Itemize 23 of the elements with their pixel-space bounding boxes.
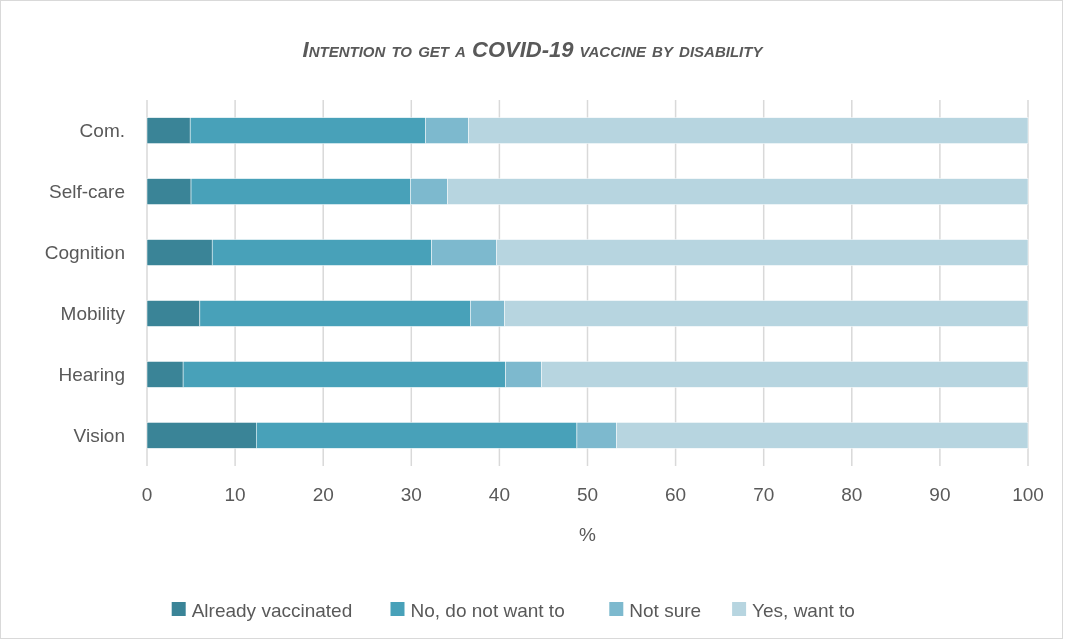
x-tick-label: 50 (576, 484, 599, 505)
legend-label: Already vaccinated (191, 599, 353, 621)
y-tick-label: Cognition (44, 242, 125, 264)
x-tick-label: 90 (929, 484, 951, 505)
y-tick-label: Mobility (60, 303, 126, 325)
x-tick-label: 20 (312, 484, 334, 505)
y-tick-label: Hearing (58, 364, 125, 386)
y-tick-label: Com. (79, 120, 125, 142)
x-tick-label: 100 (1012, 484, 1044, 505)
y-tick-label: Self-care (48, 181, 125, 203)
x-tick-label: 70 (753, 484, 775, 505)
y-tick-label: Vision (73, 425, 125, 447)
x-tick-label: 80 (841, 484, 863, 505)
x-tick-label: 10 (224, 484, 246, 505)
x-tick-label: 60 (665, 484, 687, 505)
legend-label: No, do not want to (410, 599, 565, 621)
x-tick-label: 30 (400, 484, 422, 505)
x-axis-title: % (579, 524, 597, 545)
x-tick-label: 0 (141, 484, 153, 505)
x-tick-label: 40 (488, 484, 510, 505)
legend-label: Not sure (629, 599, 702, 621)
chart-title: Intention to get a COVID-19 vaccine by disability (302, 37, 765, 62)
legend-label: Yes, want to (752, 599, 855, 621)
